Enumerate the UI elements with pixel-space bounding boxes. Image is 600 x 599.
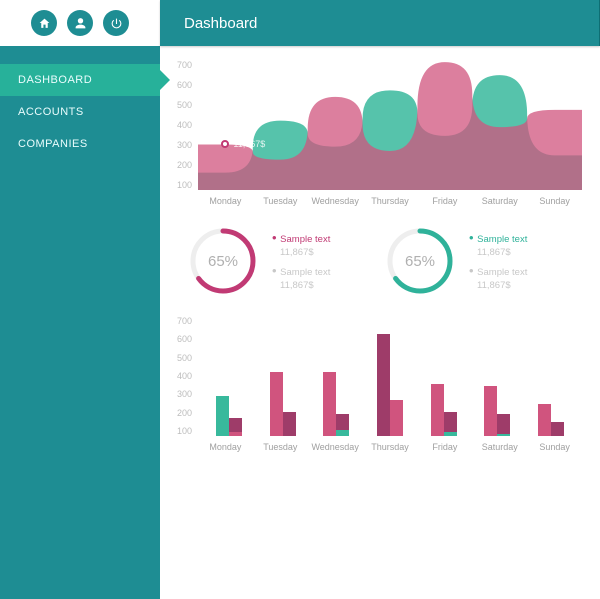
donut-percent: 65%: [385, 226, 455, 296]
bar-cluster: [202, 316, 256, 436]
main: Dashboard 700600500400300200100 11,867$ …: [160, 0, 600, 599]
legend-item: Sample text 11,867$: [469, 263, 527, 292]
page-header: Dashboard: [160, 0, 600, 46]
sidebar: DASHBOARDACCOUNTSCOMPANIES: [0, 0, 160, 599]
bar: [390, 316, 403, 436]
home-icon[interactable]: [31, 10, 57, 36]
bar-segment: [229, 418, 242, 432]
bar-segment: [283, 412, 296, 436]
area-chart-canvas: 11,867$: [198, 60, 582, 190]
bar-segment: [229, 432, 242, 436]
bar: [283, 316, 296, 436]
sidebar-nav: DASHBOARDACCOUNTSCOMPANIES: [0, 64, 160, 160]
content: 700600500400300200100 11,867$ MondayTues…: [160, 46, 600, 599]
donut-row: 65% Sample text 11,867$ Sample text 11,8…: [168, 226, 582, 296]
user-icon[interactable]: [67, 10, 93, 36]
bar-segment: [497, 414, 510, 434]
sidebar-item-dashboard[interactable]: DASHBOARD: [0, 64, 160, 96]
bar: [336, 316, 349, 436]
bar: [323, 316, 336, 436]
bar-chart-canvas: [198, 316, 582, 436]
area-chart-x-axis: MondayTuesdayWednesdayThursdayFridaySatu…: [168, 196, 582, 206]
donut-chart: 65%: [188, 226, 258, 296]
bar-segment: [431, 384, 444, 436]
bar: [444, 316, 457, 436]
bar: [270, 316, 283, 436]
bar: [229, 316, 242, 436]
bar-cluster: [471, 316, 525, 436]
legend-item: Sample text 11,867$: [272, 263, 330, 292]
bar-segment: [444, 432, 457, 436]
bar-cluster: [363, 316, 417, 436]
bar-segment: [538, 404, 551, 436]
legend-item: Sample text 11,867$: [272, 230, 330, 259]
bar-segment: [390, 400, 403, 436]
sidebar-item-companies[interactable]: COMPANIES: [0, 128, 160, 160]
bar-cluster: [417, 316, 471, 436]
bar-cluster: [309, 316, 363, 436]
bar-segment: [444, 412, 457, 432]
legend-item: Sample text 11,867$: [469, 230, 527, 259]
donut-legend: Sample text 11,867$ Sample text 11,867$: [272, 230, 330, 292]
sidebar-icon-bar: [0, 0, 160, 46]
legend-title: Sample text: [469, 230, 527, 247]
donut-0: 65% Sample text 11,867$ Sample text 11,8…: [188, 226, 365, 296]
marker-label: 11,867$: [233, 139, 265, 149]
legend-title: Sample text: [272, 263, 330, 280]
bar: [431, 316, 444, 436]
bar-cluster: [524, 316, 578, 436]
bar: [484, 316, 497, 436]
bar: [551, 316, 564, 436]
legend-value: 11,867$: [280, 247, 330, 259]
area-chart-y-axis: 700600500400300200100: [168, 60, 198, 190]
donut-percent: 65%: [188, 226, 258, 296]
donut-legend: Sample text 11,867$ Sample text 11,867$: [469, 230, 527, 292]
area-chart: 700600500400300200100 11,867$ MondayTues…: [168, 60, 582, 206]
sidebar-item-accounts[interactable]: ACCOUNTS: [0, 96, 160, 128]
legend-value: 11,867$: [477, 280, 527, 292]
bar: [538, 316, 551, 436]
bar: [216, 316, 229, 436]
bar-segment: [336, 414, 349, 430]
bar-segment: [216, 396, 229, 436]
marker-dot-icon: [221, 140, 229, 148]
bar: [377, 316, 390, 436]
bar-segment: [323, 372, 336, 436]
power-icon[interactable]: [103, 10, 129, 36]
legend-title: Sample text: [272, 230, 330, 247]
donut-chart: 65%: [385, 226, 455, 296]
app-root: DASHBOARDACCOUNTSCOMPANIES Dashboard 700…: [0, 0, 600, 599]
legend-title: Sample text: [469, 263, 527, 280]
bar: [497, 316, 510, 436]
bar-segment: [497, 434, 510, 436]
bar-cluster: [256, 316, 310, 436]
donut-1: 65% Sample text 11,867$ Sample text 11,8…: [385, 226, 562, 296]
bar-segment: [484, 386, 497, 436]
area-chart-marker: 11,867$: [221, 139, 265, 149]
bar-segment: [377, 334, 390, 436]
bar-segment: [270, 372, 283, 436]
bar-chart-x-axis: MondayTuesdayWednesdayThursdayFridaySatu…: [168, 442, 582, 452]
bar-chart: 700600500400300200100 MondayTuesdayWedne…: [168, 316, 582, 452]
bar-segment: [336, 430, 349, 436]
bar-segment: [551, 422, 564, 436]
page-title: Dashboard: [184, 15, 257, 32]
bar-chart-y-axis: 700600500400300200100: [168, 316, 198, 436]
legend-value: 11,867$: [477, 247, 527, 259]
legend-value: 11,867$: [280, 280, 330, 292]
